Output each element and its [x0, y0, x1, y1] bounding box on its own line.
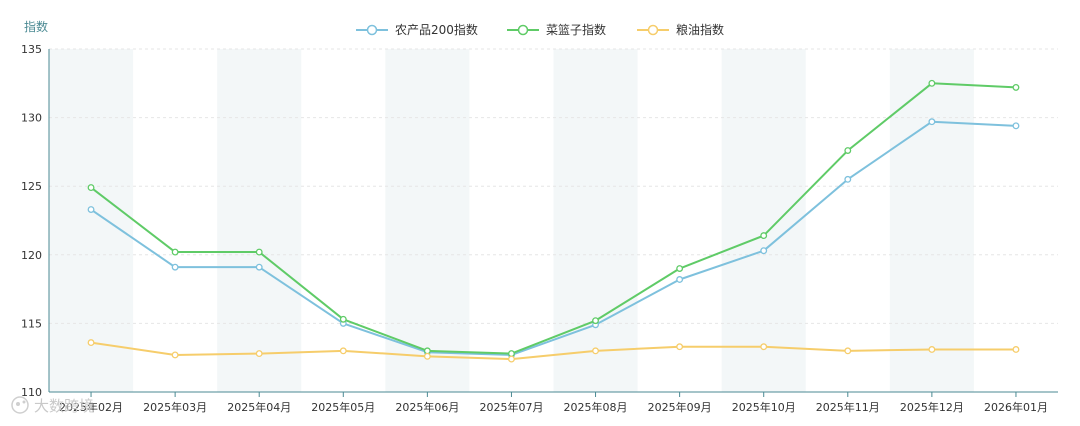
x-tick-label: 2025年02月 — [59, 400, 123, 414]
data-point — [844, 147, 852, 154]
y-tick-label: 110 — [21, 386, 42, 399]
data-point — [844, 175, 852, 183]
band — [385, 49, 470, 392]
series-line — [90, 82, 1017, 355]
data-point — [339, 315, 347, 323]
y-tick-labels: 110 115 120 125 130 135 — [21, 43, 42, 399]
data-point — [423, 347, 431, 355]
legend[interactable]: 农产品200指数 菜篮子指数 粮油指数 — [356, 22, 724, 37]
x-tick-label: 2025年08月 — [564, 400, 628, 414]
x-tick-label: 2025年07月 — [479, 400, 543, 414]
data-point — [928, 79, 936, 87]
y-tick-label: 125 — [21, 180, 42, 193]
x-tick-label: 2025年04月 — [227, 400, 291, 414]
watermark-text: 大数跨境 — [34, 397, 94, 415]
x-tick-label: 2025年05月 — [311, 400, 375, 414]
band — [553, 49, 638, 392]
data-point — [255, 248, 263, 256]
x-tick-label: 2025年10月 — [732, 400, 796, 414]
band — [889, 49, 974, 392]
data-point — [676, 276, 684, 283]
series-lines — [87, 79, 1020, 363]
alternating-bands — [49, 49, 974, 392]
y-axis-title: 指数 — [24, 19, 48, 34]
x-tick-label: 2025年11月 — [816, 400, 880, 414]
data-point — [339, 347, 347, 355]
legend-item[interactable]: 农产品200指数 — [356, 22, 478, 37]
watermark: 大数跨境 — [11, 396, 94, 415]
axes — [48, 49, 1058, 397]
series-2 — [87, 339, 1020, 363]
data-point — [508, 355, 515, 363]
x-tick-label: 2025年09月 — [648, 400, 712, 414]
legend-marker — [517, 24, 529, 36]
data-point — [928, 118, 936, 126]
y-tick-label: 115 — [21, 317, 42, 330]
data-point — [87, 184, 95, 192]
data-point — [87, 206, 95, 213]
legend-item[interactable]: 菜篮子指数 — [507, 22, 606, 37]
y-tick-label: 120 — [21, 249, 42, 262]
data-point — [676, 265, 684, 272]
band — [217, 49, 302, 392]
x-tick-label: 2025年03月 — [143, 400, 207, 414]
y-tick-label: 135 — [21, 43, 42, 56]
x-tick-label: 2025年06月 — [395, 400, 459, 414]
data-point — [592, 347, 599, 355]
band — [721, 49, 806, 392]
data-point — [171, 263, 179, 271]
data-point — [255, 263, 263, 271]
legend-marker — [366, 24, 378, 36]
legend-marker — [647, 24, 659, 36]
band — [49, 49, 134, 392]
data-point — [928, 346, 936, 353]
x-tick-label: 2026年01月 — [984, 400, 1048, 414]
data-point — [171, 351, 179, 359]
data-point — [255, 350, 263, 358]
data-point — [1012, 83, 1020, 91]
data-point — [844, 347, 852, 355]
series-line — [90, 341, 1016, 361]
data-point — [171, 248, 179, 256]
legend-label: 粮油指数 — [676, 22, 724, 37]
data-point — [676, 343, 684, 351]
legend-label: 菜篮子指数 — [546, 22, 606, 37]
data-point — [87, 339, 95, 347]
data-point — [760, 343, 768, 351]
x-tick-label: 2025年12月 — [900, 400, 964, 414]
data-point — [1012, 346, 1020, 353]
data-point — [592, 317, 599, 325]
series-line — [90, 120, 1017, 356]
data-point — [508, 350, 515, 358]
legend-item[interactable]: 粮油指数 — [637, 22, 724, 37]
watermark-logo-icon — [11, 396, 29, 414]
x-tick-labels: 2025年02月 2025年03月 2025年04月 2025年05月 2025年06月… — [59, 400, 1048, 414]
legend-label: 农产品200指数 — [395, 22, 478, 37]
data-point — [760, 232, 768, 240]
y-tick-label: 130 — [21, 112, 42, 125]
data-point — [1012, 122, 1020, 130]
data-point — [760, 247, 768, 255]
data-point — [423, 352, 431, 360]
